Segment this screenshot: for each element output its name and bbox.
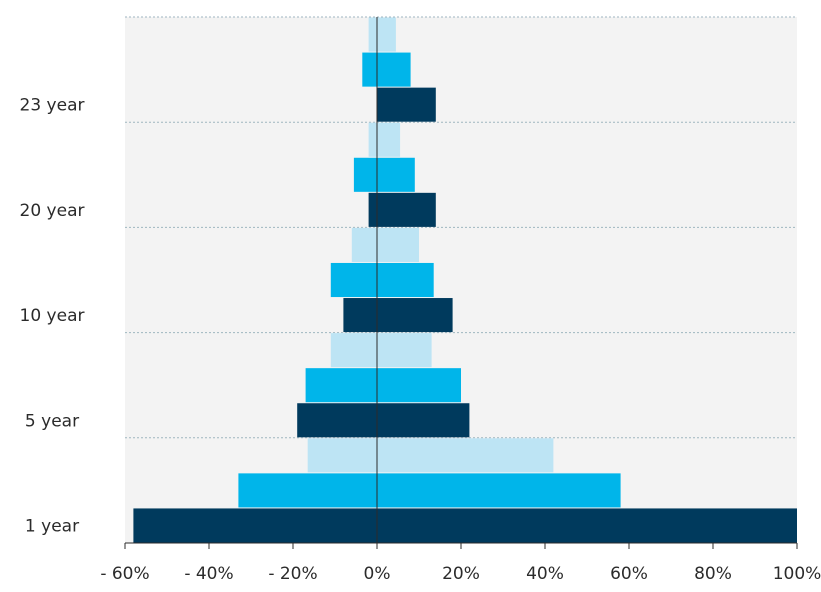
x-tick-label: 100%: [773, 564, 821, 584]
x-tick-labels: - 60% - 40% - 20% 0% 20% 40% 60% 80% 100%: [100, 564, 821, 584]
category-label: 5 year: [25, 411, 79, 431]
category-labels: 1 year 5 year 10 year 20 year 23 year: [20, 96, 85, 537]
category-label: 20 year: [20, 201, 85, 221]
bar: [238, 473, 621, 508]
bar: [297, 403, 470, 438]
bar: [368, 122, 401, 157]
bar: [368, 192, 436, 227]
bars: [133, 17, 797, 543]
bar: [343, 298, 453, 333]
x-tick-label: 80%: [694, 564, 732, 584]
bar: [305, 368, 461, 403]
bar: [377, 87, 436, 122]
bar: [330, 262, 434, 298]
bar: [368, 17, 396, 52]
bar: [307, 438, 554, 473]
bar: [353, 157, 415, 192]
x-tick-label: - 60%: [100, 564, 149, 584]
x-tick-label: 20%: [442, 564, 480, 584]
grid-lines: [125, 16, 797, 439]
category-label: 10 year: [20, 306, 85, 326]
bar: [133, 508, 797, 543]
bar: [330, 333, 432, 368]
bar: [362, 52, 411, 87]
x-tick-label: 0%: [364, 564, 391, 584]
axes: [124, 17, 798, 549]
x-tick-label: - 20%: [268, 564, 317, 584]
x-tick-label: 60%: [610, 564, 648, 584]
x-tick-label: - 40%: [184, 564, 233, 584]
x-tick-label: 40%: [526, 564, 564, 584]
category-label: 1 year: [25, 516, 79, 536]
category-label: 23 year: [20, 96, 85, 116]
bar: [351, 227, 419, 262]
